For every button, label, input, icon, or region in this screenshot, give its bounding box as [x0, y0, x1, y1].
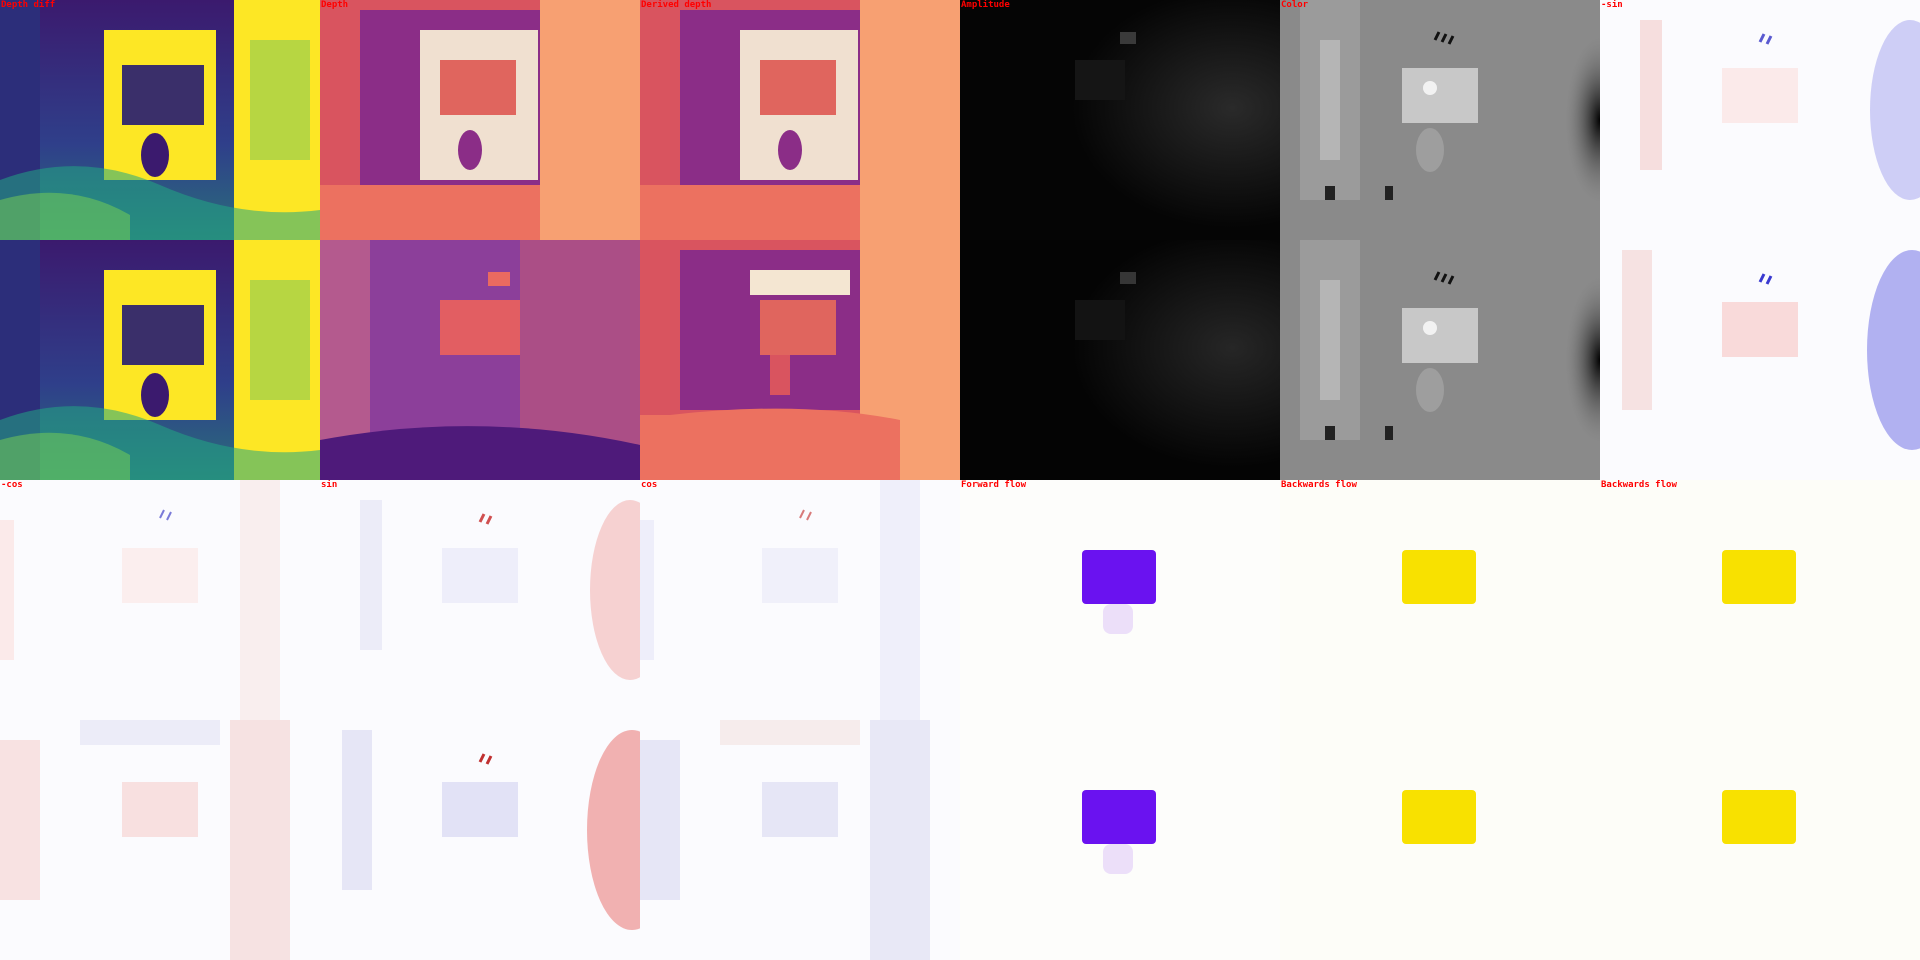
- panel-label: cos: [641, 480, 658, 490]
- amplitude-frame-1: [960, 0, 1280, 240]
- backwards-flow-b-frame-1: [1600, 480, 1920, 720]
- neg-sin-frame-2: [1600, 240, 1920, 480]
- depth-diff-frame-2: [0, 240, 320, 480]
- forward-flow-frame-1: [960, 480, 1280, 720]
- derived-depth-frame-1: [640, 0, 960, 240]
- panel-depth: Depth: [320, 0, 640, 480]
- panel-amplitude: Amplitude: [960, 0, 1280, 480]
- amplitude-frame-2: [960, 240, 1280, 480]
- panel-label: Depth: [321, 0, 349, 10]
- panel-label: -sin: [1601, 0, 1623, 10]
- panel-backwards-flow-1: Backwards flow: [1280, 480, 1600, 960]
- color-frame-2: [1280, 240, 1600, 480]
- backwards-flow-b-frame-2: [1600, 720, 1920, 960]
- sin-frame-2: [320, 720, 640, 960]
- cos-frame-1: [640, 480, 960, 720]
- panel-label: Color: [1281, 0, 1309, 10]
- panel-label: Derived depth: [641, 0, 712, 10]
- panel-backwards-flow-2: Backwards flow: [1600, 480, 1920, 960]
- panel-neg-cos: -cos: [0, 480, 320, 960]
- neg-sin-frame-1: [1600, 0, 1920, 240]
- cos-frame-2: [640, 720, 960, 960]
- panel-forward-flow: Forward flow: [960, 480, 1280, 960]
- neg-cos-frame-1: [0, 480, 320, 720]
- depth-frame-1: [320, 0, 640, 240]
- backwards-flow-a-frame-1: [1280, 480, 1600, 720]
- derived-depth-frame-2: [640, 240, 960, 480]
- depth-diff-frame-1: [0, 0, 320, 240]
- backwards-flow-a-frame-2: [1280, 720, 1600, 960]
- panel-label: -cos: [1, 480, 23, 490]
- depth-frame-2: [320, 240, 640, 480]
- panel-label: Backwards flow: [1601, 480, 1677, 490]
- panel-label: Depth diff: [1, 0, 56, 10]
- color-frame-1: [1280, 0, 1600, 240]
- panel-depth-diff: Depth diff: [0, 0, 320, 480]
- panel-label: Forward flow: [961, 480, 1027, 490]
- forward-flow-frame-2: [960, 720, 1280, 960]
- panel-label: Amplitude: [961, 0, 1010, 10]
- neg-cos-frame-2: [0, 720, 320, 960]
- panel-neg-sin: -sin: [1600, 0, 1920, 480]
- panel-color: Color: [1280, 0, 1600, 480]
- panel-sin: sin: [320, 480, 640, 960]
- panel-cos: cos: [640, 480, 960, 960]
- panel-label: Backwards flow: [1281, 480, 1357, 490]
- sin-frame-1: [320, 480, 640, 720]
- panel-label: sin: [321, 480, 338, 490]
- panel-derived-depth: Derived depth: [640, 0, 960, 480]
